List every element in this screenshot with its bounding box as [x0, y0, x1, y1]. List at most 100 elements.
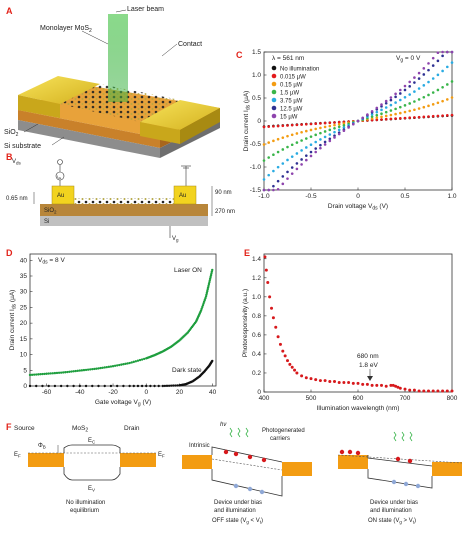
point-e: [263, 255, 267, 259]
point-c: [314, 140, 318, 144]
point-d: [84, 368, 88, 372]
point-d: [78, 369, 82, 372]
point-d: [68, 370, 71, 373]
point-c: [323, 130, 327, 133]
panel-c: C -1.0 -0.5 0 0.5 1.0-1.5-1.0-0.500.51.01.5D…: [236, 49, 457, 212]
holes-on: [391, 479, 421, 489]
point-c: [323, 125, 327, 129]
contact-right-front: [140, 122, 180, 144]
point-c: [305, 158, 308, 162]
hv-label: hν: [220, 422, 226, 428]
point-e: [276, 335, 280, 339]
point-c: [272, 153, 275, 157]
point-c: [276, 150, 280, 154]
point-c: [427, 62, 430, 65]
point-e: [337, 380, 341, 384]
x-tick-label-E: 500: [306, 395, 317, 402]
point-d: [109, 365, 113, 368]
point-e: [384, 384, 388, 388]
point-d: [111, 365, 115, 368]
point-c: [342, 126, 346, 129]
point-e: [274, 325, 278, 329]
point-c: [319, 122, 322, 125]
point-e: [394, 384, 398, 388]
point-d: [70, 370, 73, 373]
point-c: [295, 167, 299, 171]
point-c: [436, 88, 440, 92]
point-c: [262, 159, 266, 162]
point-d: [140, 384, 144, 388]
point-c: [281, 175, 285, 178]
point-c: [319, 138, 322, 141]
point-c: [394, 101, 397, 104]
x-axis-label-C: Drain voltage Vds (V): [328, 203, 388, 212]
point-d: [130, 361, 133, 364]
point-c: [403, 116, 407, 120]
x-tick-label-D: 20: [176, 389, 184, 396]
point-c: [375, 106, 379, 110]
point-d: [84, 384, 88, 388]
y-tick-label-C: -1.5: [250, 187, 262, 194]
point-e: [268, 295, 272, 299]
y-tick-label-E: 1.4: [252, 256, 261, 263]
point-c: [417, 115, 421, 119]
point-c: [436, 114, 440, 118]
point-c: [309, 135, 313, 138]
point-c: [380, 108, 383, 112]
point-c: [333, 123, 336, 127]
point-c: [305, 146, 308, 149]
point-d: [97, 384, 100, 388]
point-c: [319, 131, 322, 135]
point-c: [300, 139, 303, 142]
point-e: [365, 382, 369, 386]
point-c: [384, 110, 388, 114]
point-c: [394, 107, 397, 111]
x-tick-label-C: 1.0: [447, 193, 456, 200]
point-d: [97, 367, 100, 370]
point-c: [450, 61, 454, 64]
point-c: [431, 103, 435, 106]
point-e: [375, 383, 379, 387]
point-d: [136, 384, 140, 388]
point-c: [328, 121, 332, 125]
holes-off: [233, 483, 265, 495]
point-d: [41, 384, 44, 388]
series-c-6: [262, 50, 454, 192]
point-d: [41, 372, 44, 376]
contact-left-top: [18, 76, 100, 104]
point-c: [403, 88, 407, 92]
point-c: [446, 83, 449, 86]
dim-065-label: 0.65 nm: [6, 196, 28, 202]
point-c: [262, 143, 266, 146]
y-tick-label-D: 15: [20, 336, 28, 343]
si-layer-b: [40, 216, 208, 226]
point-c: [281, 162, 285, 165]
drain-metal-2: [282, 462, 312, 476]
point-c: [399, 92, 402, 95]
point-c: [309, 154, 313, 158]
point-d: [211, 359, 214, 363]
point-c: [300, 149, 303, 152]
point-d: [109, 384, 113, 388]
point-c: [305, 129, 308, 133]
point-c: [272, 139, 275, 143]
y-tick-label-E: 0.4: [252, 351, 261, 358]
point-e: [398, 386, 402, 390]
point-c: [281, 124, 285, 128]
point-d: [78, 384, 82, 388]
chart-c: -1.0 -0.5 0 0.5 1.0-1.5-1.0-0.500.51.01.5Dra…: [243, 49, 457, 212]
point-e: [304, 376, 308, 380]
point-d: [138, 358, 142, 362]
x-axis-label-E: Illumination wavelength (nm): [317, 405, 400, 412]
point-c: [323, 121, 327, 125]
point-c: [431, 77, 435, 80]
point-e: [295, 371, 299, 375]
y-tick-label-C: -0.5: [250, 141, 262, 148]
point-d: [28, 384, 32, 388]
y-tick-label-E: 0.8: [252, 313, 261, 320]
point-c: [399, 88, 402, 92]
source-metal-2: [182, 455, 212, 469]
point-e: [264, 268, 268, 272]
chart-d: -60 -40 -20 0 20 40 0 5 10 15 20 25 30 35 40 Gate volta…: [9, 253, 217, 408]
point-e: [293, 368, 297, 372]
